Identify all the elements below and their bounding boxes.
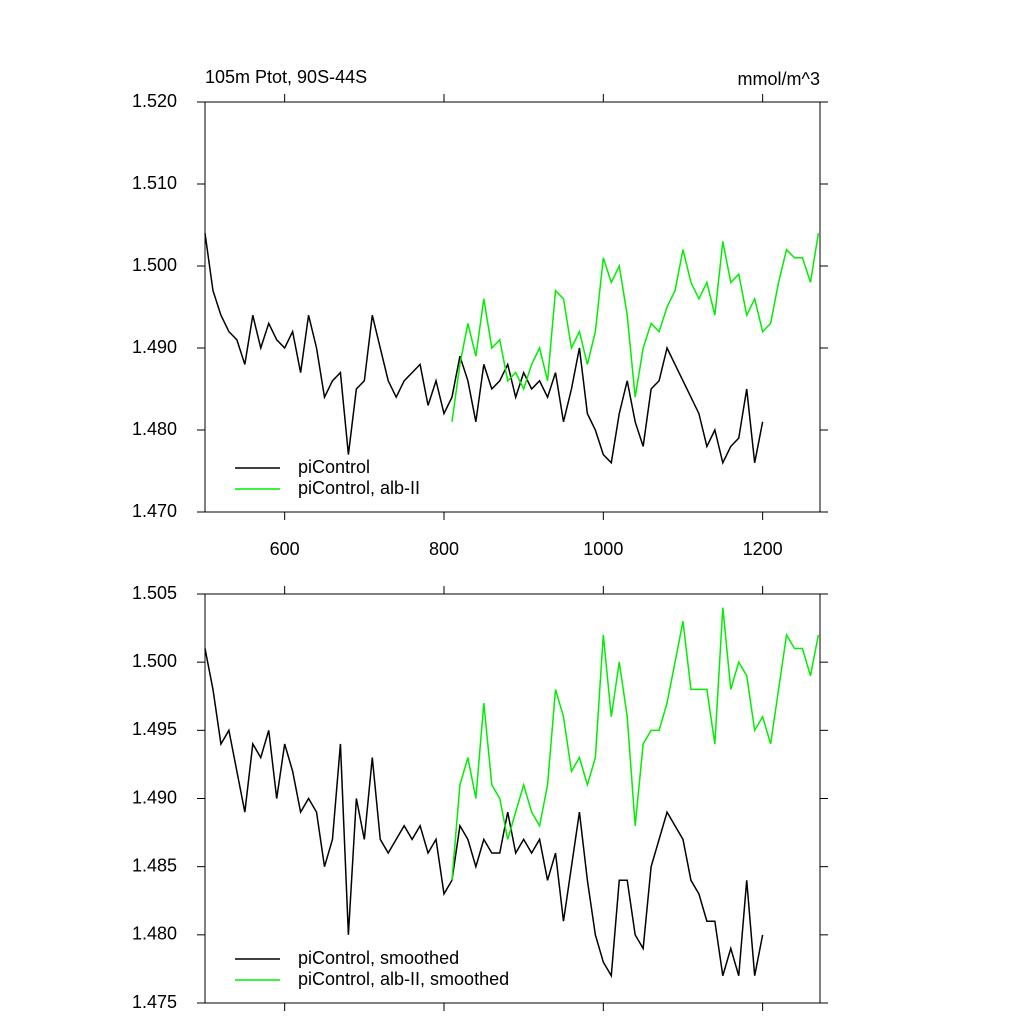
data-line [204, 233, 764, 466]
x-tick-label: 800 [429, 539, 459, 559]
y-tick-label: 1.475 [132, 992, 177, 1012]
data-line [451, 607, 820, 881]
legend-label: piControl [298, 457, 370, 477]
legend-label: piControl, smoothed [298, 948, 459, 968]
x-tick-label: 600 [270, 539, 300, 559]
data-line [451, 233, 820, 422]
x-tick-label: 1000 [583, 539, 623, 559]
y-tick-label: 1.500 [132, 651, 177, 671]
y-tick-label: 1.500 [132, 255, 177, 275]
y-tick-label: 1.505 [132, 583, 177, 603]
legend-label: piControl, alb-II [298, 478, 420, 498]
chart-title: 105m Ptot, 90S-44S [205, 67, 367, 87]
x-tick-label: 1200 [743, 539, 783, 559]
y-tick-label: 1.490 [132, 337, 177, 357]
y-tick-label: 1.480 [132, 924, 177, 944]
y-tick-label: 1.510 [132, 173, 177, 193]
y-tick-label: 1.490 [132, 787, 177, 807]
y-tick-label: 1.520 [132, 91, 177, 111]
data-line [204, 648, 764, 979]
plot-frame [204, 101, 821, 513]
y-tick-label: 1.470 [132, 501, 177, 521]
y-tick-label: 1.495 [132, 719, 177, 739]
units-label: mmol/m^3 [738, 69, 820, 89]
y-tick-label: 1.485 [132, 855, 177, 875]
legend-label: piControl, alb-II, smoothed [298, 969, 509, 989]
y-tick-label: 1.480 [132, 419, 177, 439]
